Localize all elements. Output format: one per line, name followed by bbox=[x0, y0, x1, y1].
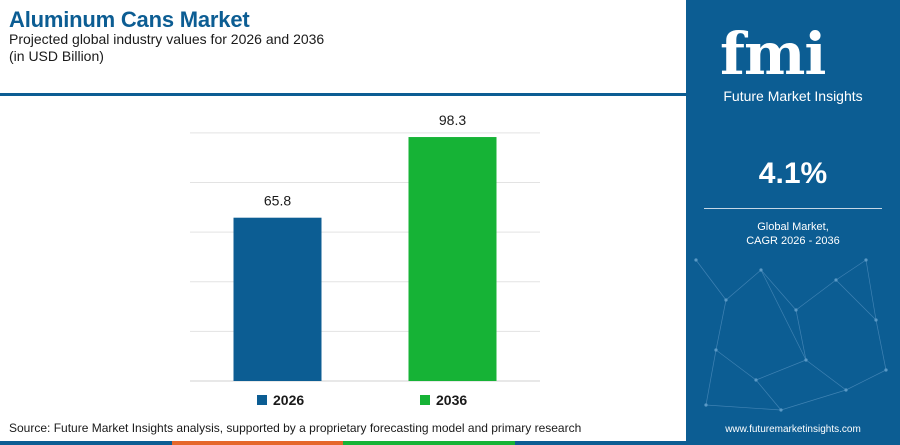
legend-item-2026: 2026 bbox=[257, 392, 304, 408]
footer-stripe-segment bbox=[514, 441, 686, 445]
network-node bbox=[864, 258, 868, 262]
footer-stripe-segment bbox=[0, 441, 172, 445]
network-node bbox=[884, 368, 888, 372]
network-link bbox=[845, 369, 887, 391]
legend-label-2026: 2026 bbox=[273, 392, 305, 408]
network-link bbox=[715, 349, 757, 381]
network-node bbox=[804, 358, 808, 362]
chart-legend: 2026 2036 bbox=[0, 392, 686, 412]
network-link bbox=[755, 359, 807, 381]
network-pattern-decoration bbox=[694, 258, 888, 412]
chart-subtitle: Projected global industry values for 202… bbox=[9, 31, 324, 65]
cagr-label-line-1: Global Market, bbox=[757, 221, 829, 233]
network-node bbox=[874, 318, 878, 322]
network-node bbox=[714, 348, 718, 352]
cagr-label: Global Market, CAGR 2026 - 2036 bbox=[686, 220, 900, 248]
network-node bbox=[724, 298, 728, 302]
network-link bbox=[755, 379, 782, 411]
network-node bbox=[694, 258, 698, 262]
legend-swatch-2026 bbox=[257, 395, 267, 405]
footer-stripe-segment bbox=[171, 441, 343, 445]
data-label-2036: 98.3 bbox=[439, 112, 466, 128]
network-link bbox=[865, 259, 877, 321]
network-link bbox=[705, 349, 717, 406]
bar-2036 bbox=[408, 137, 497, 381]
logo-company-name: Future Market Insights bbox=[723, 88, 863, 104]
network-node bbox=[704, 403, 708, 407]
network-node bbox=[759, 268, 763, 272]
network-link bbox=[760, 269, 807, 361]
website-link[interactable]: www.futuremarketinsights.com bbox=[725, 424, 861, 435]
header-divider bbox=[0, 93, 686, 96]
legend-label-2036: 2036 bbox=[436, 392, 468, 408]
logo-letters: fmi bbox=[720, 20, 826, 88]
bar-chart: 65.8 98.3 bbox=[190, 112, 540, 382]
network-node bbox=[844, 388, 848, 392]
legend-item-2036: 2036 bbox=[420, 392, 467, 408]
network-link bbox=[725, 269, 762, 301]
network-link bbox=[795, 279, 837, 311]
cagr-value: 4.1% bbox=[758, 157, 828, 190]
chart-header: Aluminum Cans Market Projected global in… bbox=[0, 0, 686, 96]
network-link bbox=[805, 359, 847, 391]
source-note: Source: Future Market Insights analysis,… bbox=[9, 421, 582, 435]
network-link bbox=[875, 319, 887, 371]
legend-swatch-2036 bbox=[420, 395, 430, 405]
network-node bbox=[834, 278, 838, 282]
network-link bbox=[835, 279, 877, 321]
subtitle-line-1: Projected global industry values for 202… bbox=[9, 31, 325, 47]
network-link bbox=[705, 404, 782, 411]
network-node bbox=[779, 408, 783, 412]
bar-2026 bbox=[233, 217, 322, 381]
network-link bbox=[835, 259, 867, 281]
network-node bbox=[794, 308, 798, 312]
network-node bbox=[754, 378, 758, 382]
chart-title: Aluminum Cans Market bbox=[9, 7, 250, 32]
network-link bbox=[760, 269, 797, 311]
subtitle-line-2: (in USD Billion) bbox=[9, 48, 104, 64]
cagr-divider bbox=[704, 208, 882, 209]
cagr-label-line-2: CAGR 2026 - 2036 bbox=[746, 235, 840, 247]
fmi-logo: fmi Future Market Insights bbox=[686, 22, 900, 106]
sidebar-panel: fmi Future Market Insights 4.1% Global M… bbox=[686, 0, 900, 445]
network-link bbox=[695, 259, 727, 301]
footer-color-stripe bbox=[0, 441, 686, 445]
network-link bbox=[795, 309, 807, 361]
network-link bbox=[715, 299, 727, 351]
data-label-2026: 65.8 bbox=[264, 193, 291, 209]
footer-stripe-segment bbox=[343, 441, 515, 445]
network-link bbox=[780, 389, 847, 411]
